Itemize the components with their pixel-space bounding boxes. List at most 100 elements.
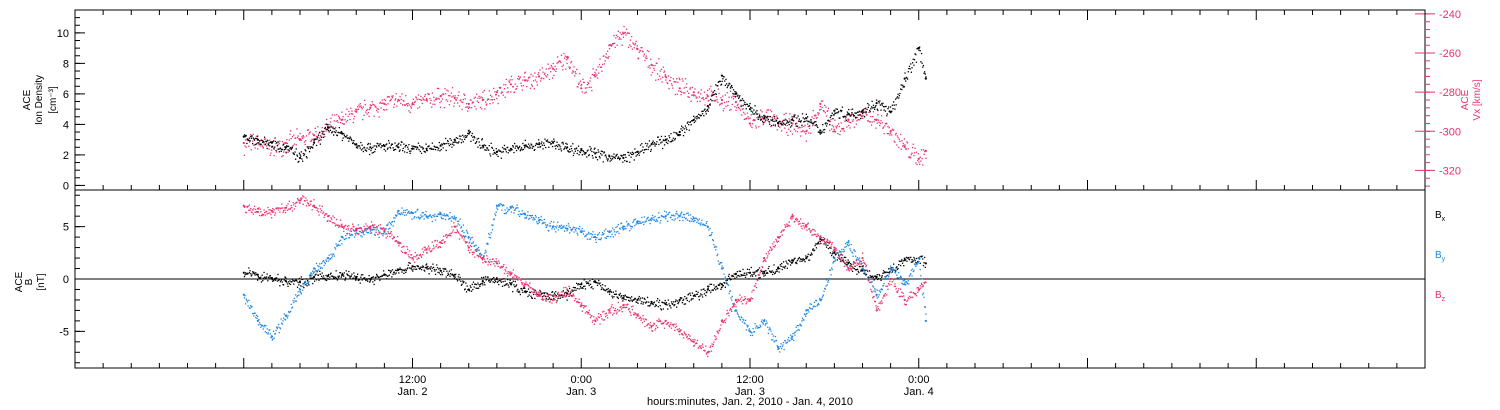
velocity-point	[259, 145, 261, 147]
b-bz-point	[519, 278, 521, 280]
b-by-point	[556, 225, 558, 227]
b-by-point	[491, 229, 494, 231]
b-bx-point	[315, 279, 318, 281]
velocity-point	[416, 99, 418, 101]
density-point	[293, 153, 295, 156]
density-point	[486, 147, 489, 149]
b-by-point	[913, 270, 915, 272]
density-point	[481, 138, 483, 140]
b-bx-point	[600, 288, 602, 291]
velocity-point	[851, 120, 854, 122]
b-bz-point	[357, 233, 359, 235]
b-bx-point	[439, 274, 442, 276]
b-by-point	[467, 237, 470, 239]
velocity-point	[511, 79, 513, 81]
density-point	[359, 147, 361, 149]
density-point	[564, 146, 566, 148]
b-bx-point	[830, 247, 832, 249]
density-point	[474, 142, 476, 144]
b-bx-point	[921, 255, 923, 257]
velocity-point	[811, 116, 813, 118]
velocity-point	[866, 114, 868, 116]
b-by-point	[247, 305, 249, 307]
b-bx-point	[854, 265, 856, 267]
velocity-point	[629, 44, 631, 46]
density-point	[764, 115, 766, 117]
b-by-point	[899, 277, 901, 279]
b-by-point	[260, 324, 263, 326]
b-by-point	[543, 218, 545, 221]
b-by-point	[554, 225, 556, 228]
b-by-point	[555, 231, 557, 233]
density-point	[900, 88, 902, 90]
velocity-point	[776, 129, 778, 131]
b-by-point	[858, 259, 860, 261]
b-bz-point	[433, 245, 435, 247]
b-bx-point	[879, 275, 881, 277]
b-bx-point	[481, 282, 483, 284]
b-bx-point	[300, 285, 302, 287]
b-by-point	[320, 266, 322, 268]
velocity-point	[428, 93, 430, 95]
velocity-point	[489, 94, 492, 96]
density-point	[490, 142, 492, 144]
b-bx-point	[625, 298, 627, 301]
b-bz-point	[530, 287, 532, 289]
b-bx-point	[446, 274, 449, 276]
b-bx-point	[739, 270, 742, 272]
b-bz-point	[460, 235, 463, 237]
b-bx-point	[655, 304, 657, 307]
b-bz-point	[477, 254, 479, 257]
b-bx-point	[546, 293, 549, 295]
b-bx-point	[309, 277, 311, 279]
b-bx-point	[405, 269, 407, 272]
b-bz-point	[251, 211, 253, 213]
density-point	[601, 154, 603, 156]
velocity-point	[839, 133, 841, 136]
density-point	[914, 53, 916, 55]
b-bx-point	[574, 287, 576, 289]
b-by-point	[343, 238, 345, 241]
velocity-point	[831, 128, 833, 130]
velocity-anchor-point	[720, 98, 724, 102]
velocity-point	[405, 95, 407, 97]
velocity-point	[541, 67, 544, 69]
b-bx-point	[531, 297, 533, 299]
b-by-point	[514, 209, 516, 211]
velocity-point	[710, 90, 713, 92]
b-bz-point	[281, 207, 283, 209]
velocity-point	[650, 74, 652, 76]
density-point	[653, 143, 655, 145]
b-by-point	[269, 333, 271, 335]
velocity-point	[845, 116, 847, 118]
b-by-point	[925, 313, 927, 315]
b-bx-point	[795, 261, 797, 263]
density-point	[518, 146, 520, 149]
b-by-point	[344, 238, 346, 240]
b-bz-point	[390, 231, 392, 233]
b-bx-point	[583, 279, 585, 281]
density-point	[333, 134, 335, 136]
b-bx-point	[423, 269, 425, 271]
b-by-point	[689, 220, 691, 223]
b-by-point	[468, 242, 470, 244]
velocity-point	[661, 81, 663, 83]
velocity-point	[356, 109, 358, 111]
b-by-point	[319, 267, 321, 269]
density-point	[915, 54, 917, 56]
b-by-point	[420, 214, 422, 216]
b-bx-point	[267, 280, 269, 282]
b-bx-point	[724, 282, 726, 284]
b-bz-point	[538, 291, 540, 293]
b-bz-point	[350, 228, 352, 230]
b-bx-point	[415, 268, 417, 270]
density-point	[507, 152, 509, 154]
b-bz-point	[432, 248, 434, 250]
b-by-point	[474, 245, 476, 247]
b-bx-point	[579, 283, 581, 286]
b-by-point	[801, 320, 803, 322]
velocity-point	[577, 83, 580, 85]
velocity-point	[913, 152, 916, 154]
velocity-point	[600, 66, 602, 68]
density-point	[801, 113, 804, 115]
